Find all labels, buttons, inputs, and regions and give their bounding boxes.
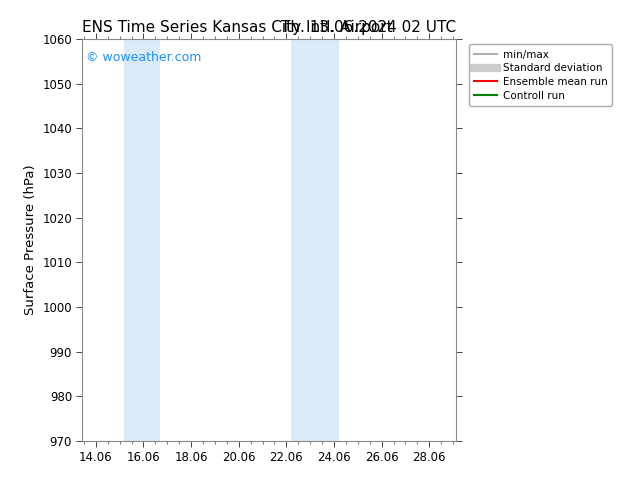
Bar (124, 39, 160, 441)
Text: ENS Time Series Kansas City Intl. Airport: ENS Time Series Kansas City Intl. Airpor… (82, 20, 393, 35)
Text: Th. 13.06.2024 02 UTC: Th. 13.06.2024 02 UTC (281, 20, 456, 35)
Legend: min/max, Standard deviation, Ensemble mean run, Controll run: min/max, Standard deviation, Ensemble me… (469, 45, 612, 106)
Y-axis label: Surface Pressure (hPa): Surface Pressure (hPa) (23, 165, 37, 316)
Text: © woweather.com: © woweather.com (86, 51, 202, 64)
Bar (291, 39, 339, 441)
